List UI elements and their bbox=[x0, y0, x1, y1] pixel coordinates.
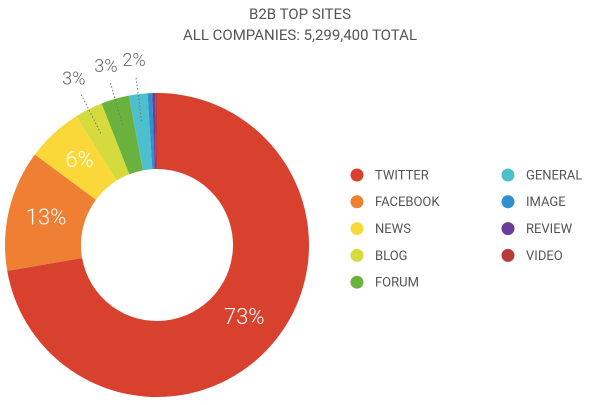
legend-label: GENERAL bbox=[526, 168, 582, 183]
chart-title: B2B TOP SITES bbox=[249, 5, 351, 23]
value-label: 2% bbox=[122, 50, 145, 71]
legend-marker bbox=[501, 168, 515, 182]
legend-marker bbox=[501, 195, 515, 209]
legend-marker bbox=[501, 222, 515, 236]
value-label: 73% bbox=[224, 305, 265, 330]
slice bbox=[76, 103, 130, 181]
value-label: 3% bbox=[94, 56, 117, 77]
legend-label: BLOG bbox=[375, 249, 408, 264]
slice bbox=[155, 93, 157, 170]
legend-marker bbox=[501, 248, 515, 262]
legend-label: TWITTER bbox=[375, 168, 429, 183]
legend-marker bbox=[350, 275, 364, 289]
legend-label: FORUM bbox=[375, 276, 419, 291]
value-label: 3% bbox=[62, 69, 85, 90]
chart-subtitle: ALL COMPANIES: 5,299,400 TOTAL bbox=[183, 26, 417, 44]
legend-label: NEWS bbox=[375, 222, 411, 237]
slice bbox=[147, 93, 155, 170]
slice bbox=[152, 93, 157, 170]
leader-line bbox=[80, 92, 102, 134]
value-label: 13% bbox=[26, 205, 67, 230]
slice bbox=[7, 93, 309, 397]
leader-line bbox=[135, 76, 142, 122]
legend-label: REVIEW bbox=[526, 222, 573, 237]
legend-marker bbox=[350, 168, 364, 182]
value-label: 6% bbox=[65, 148, 93, 173]
slice bbox=[4, 154, 96, 271]
slice bbox=[128, 93, 153, 171]
slice bbox=[34, 116, 117, 200]
legend-marker bbox=[350, 222, 364, 236]
legend-label: VIDEO bbox=[526, 249, 563, 264]
legend-marker bbox=[350, 195, 364, 209]
legend-label: IMAGE bbox=[526, 195, 566, 210]
legend-marker bbox=[350, 248, 364, 262]
leader-line bbox=[109, 81, 123, 126]
slice bbox=[101, 95, 143, 175]
legend-label: FACEBOOK bbox=[375, 195, 440, 210]
